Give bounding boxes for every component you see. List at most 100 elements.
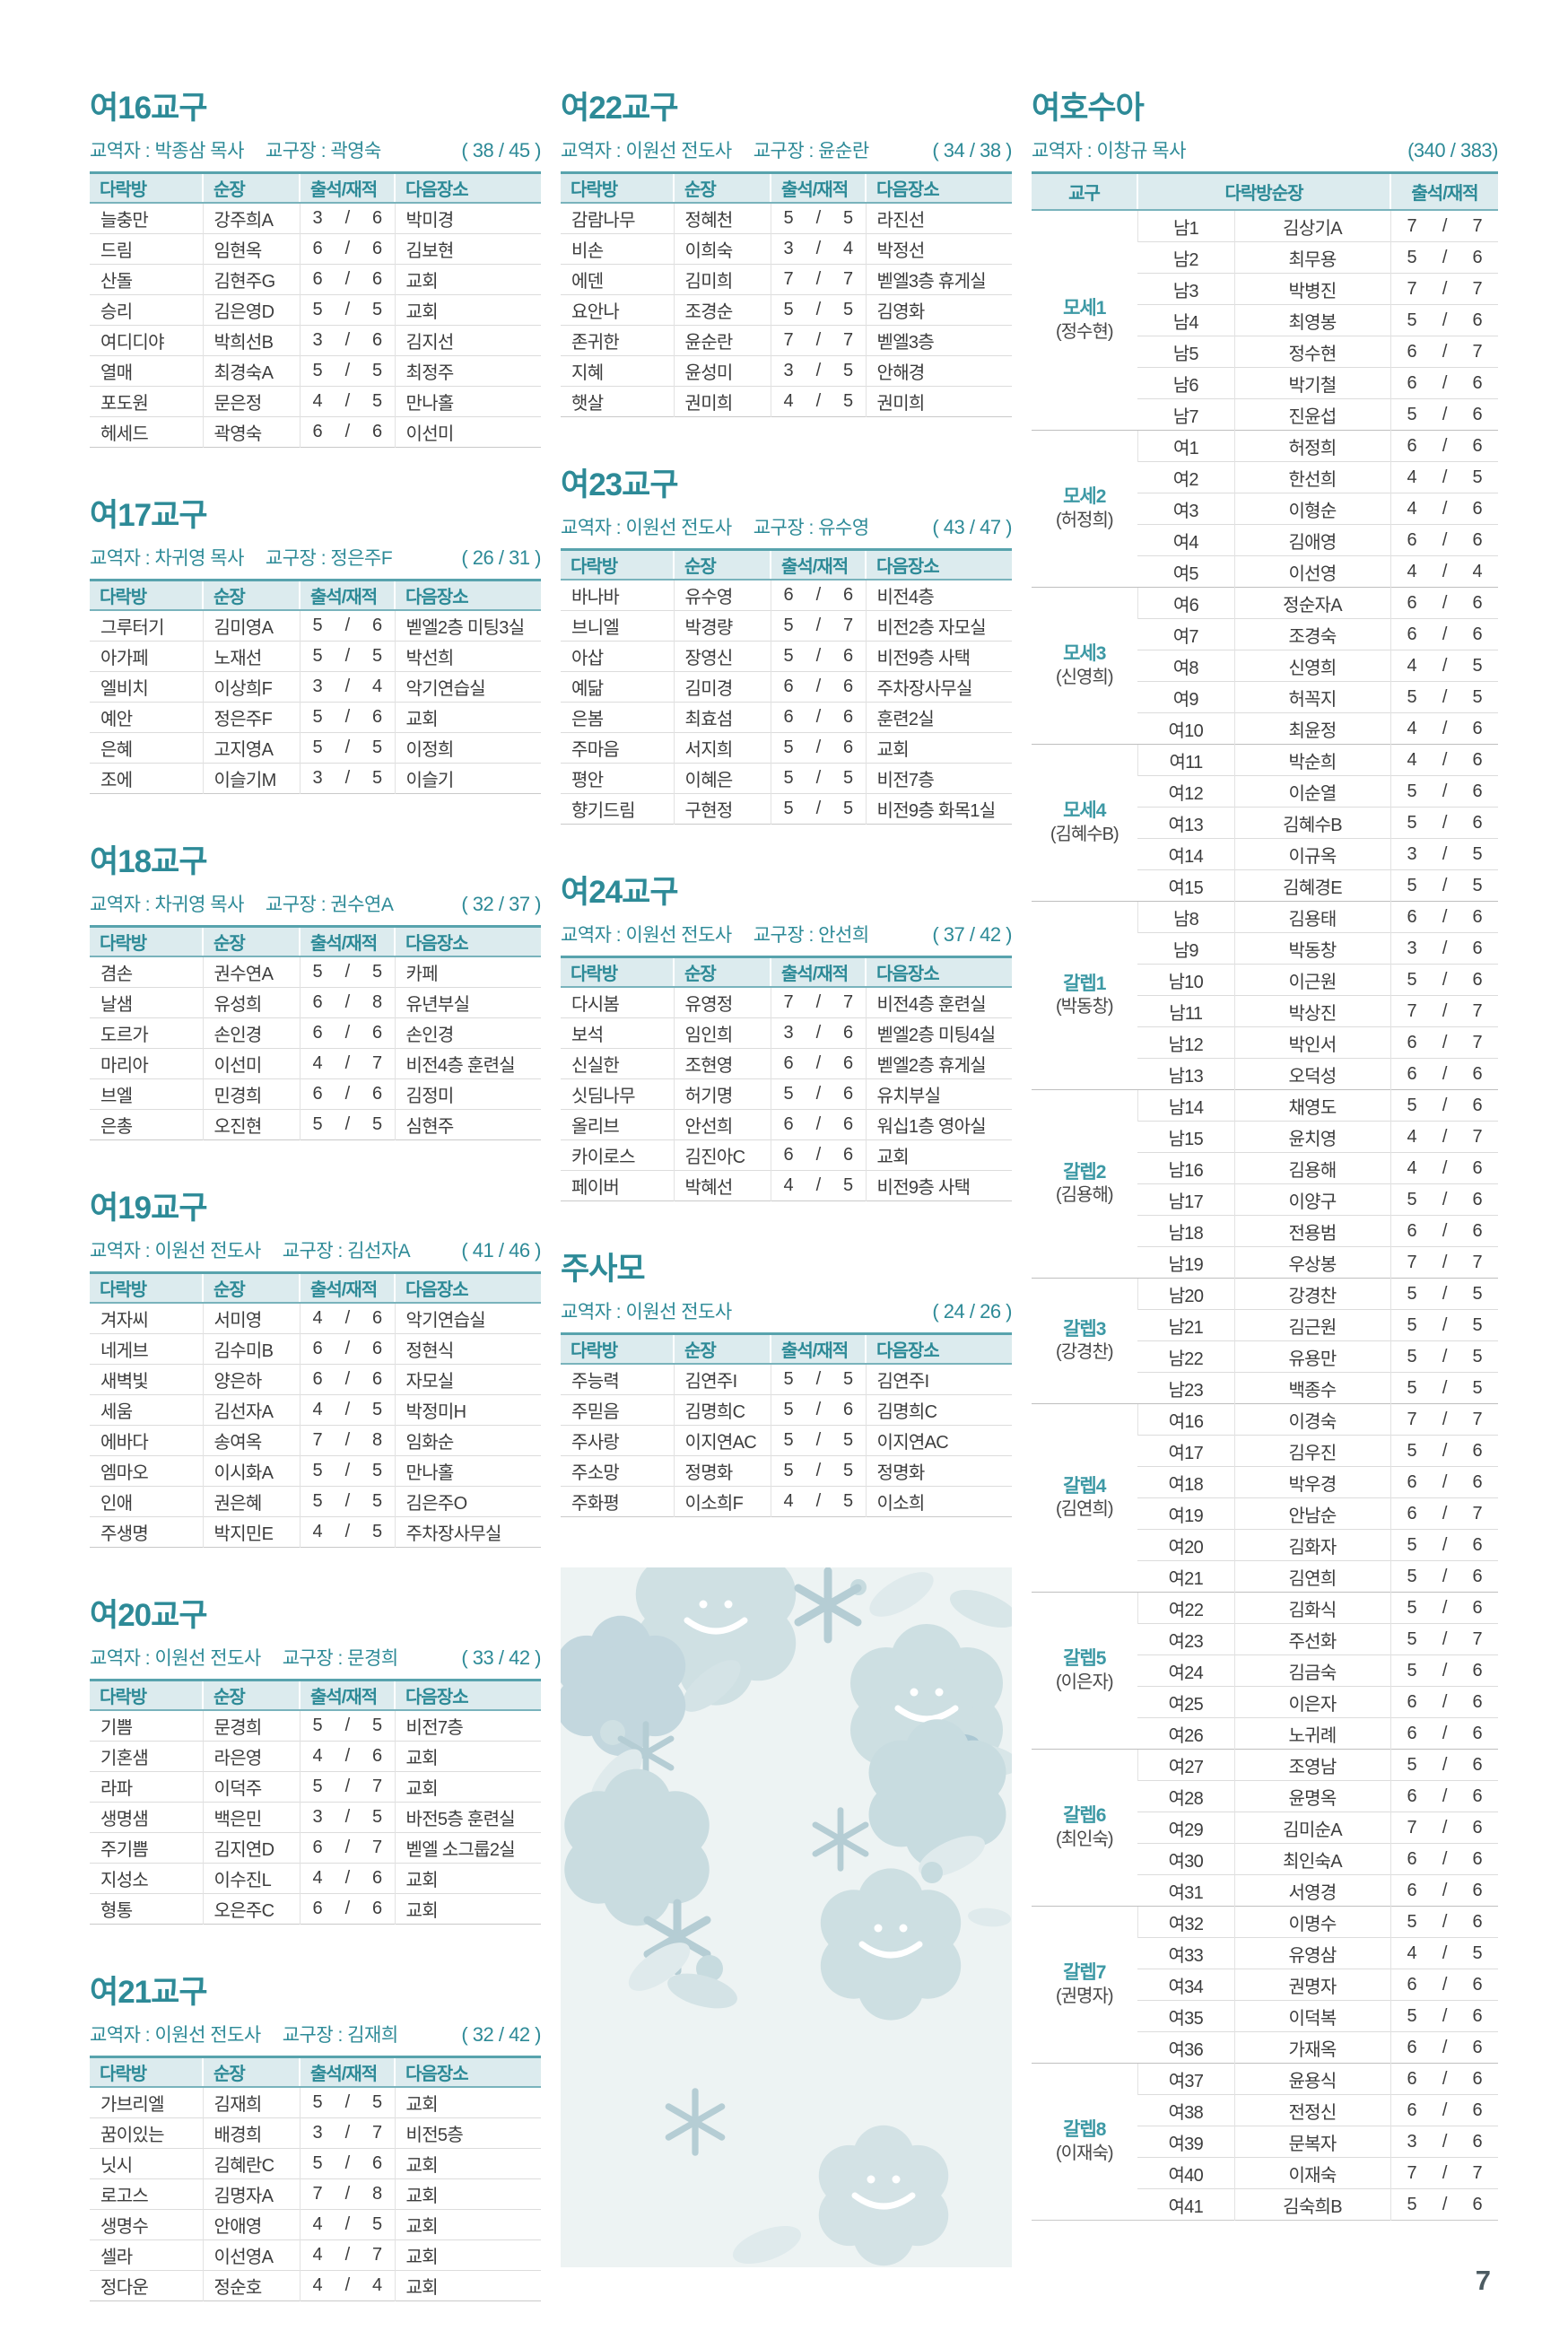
attendance-value: 6 / 7 <box>1391 342 1498 362</box>
attendance-enrolled: 6 <box>1472 1063 1483 1084</box>
attendance-value: 4 / 4 <box>301 2275 395 2296</box>
attendance-enrolled: 6 <box>843 1400 853 1419</box>
cell-room: 다시봄 <box>571 995 620 1015</box>
attendance-enrolled: 5 <box>372 2214 382 2234</box>
cell-leader: 유성희 <box>202 987 300 1018</box>
attendance-present: 6 <box>1407 1974 1417 1995</box>
attendance-enrolled: 6 <box>1472 1440 1483 1461</box>
cell-leader: 이덕주 <box>202 1771 300 1803</box>
cell-room: 지성소 <box>90 1863 203 1894</box>
cell-next-place: 정명화 <box>865 1455 1012 1487</box>
table-row: 브니엘 박경량 5 / 7 비전2층 자모실 <box>561 610 1012 642</box>
attendance-enrolled: 5 <box>372 1400 382 1419</box>
cell-leader: 김명자A <box>202 2178 300 2210</box>
cell-next-place: 벧엘 소그룹2실 <box>394 1832 541 1864</box>
group-head: (김연희) <box>1055 1499 1114 1520</box>
column-right: 여호수아 교역자 : 이창규 목사 (340 / 383) 교구 다락방순장 출… <box>1032 83 1498 2331</box>
attendance-enrolled: 5 <box>843 1461 853 1480</box>
cell-attendance: 5 / 5 <box>1389 1340 1498 1373</box>
attendance-value: 4 / 5 <box>1391 656 1498 677</box>
cell-attendance: 7 / 8 <box>299 1425 395 1456</box>
slash: / <box>344 2092 351 2112</box>
attendance-enrolled: 5 <box>372 2092 382 2112</box>
attendance-value: 5 / 6 <box>1391 310 1498 331</box>
cell-leader: 권미희 <box>673 386 771 417</box>
cell-room-number: 여7 <box>1137 618 1234 650</box>
cell-attendance: 5 / 5 <box>770 793 866 825</box>
column-header-next-place: 다음장소 <box>394 1680 541 1711</box>
cell-attendance: 6 / 6 <box>1389 2063 1498 2095</box>
attendance-enrolled: 5 <box>372 1522 382 1541</box>
attendance-enrolled: 6 <box>843 1114 853 1134</box>
table-row: 여39 문복자 3 / 6 <box>1032 2126 1498 2158</box>
slash: / <box>344 1716 351 1735</box>
cell-leader: 이양구 <box>1233 1183 1390 1216</box>
table-row: 바나바 유수영 6 / 6 비전4층 <box>561 580 1012 611</box>
header-row: 다락방 순장 출석/재적 다음장소 <box>90 926 541 957</box>
slash: / <box>1442 2194 1448 2214</box>
column-header-next-place: 다음장소 <box>394 926 541 957</box>
column-header-attendance: 출석/재적 <box>299 1680 395 1711</box>
cell-leader: 김혜수B <box>1233 807 1390 839</box>
cell-leader: 백종수 <box>1233 1372 1390 1404</box>
attendance-enrolled: 6 <box>372 615 382 635</box>
cell-leader: 임현옥 <box>202 233 300 265</box>
attendance-count: ( 33 / 42 ) <box>461 1646 541 1669</box>
cell-room: 그루터기 <box>100 618 165 638</box>
group-cell: 갈렙6 (최인숙) <box>1032 1749 1137 1907</box>
attendance-present: 7 <box>783 269 794 289</box>
cell-leader: 박병진 <box>1233 273 1390 305</box>
attendance-enrolled: 6 <box>1472 1974 1483 1995</box>
attendance-value: 5 / 5 <box>301 300 395 320</box>
slash: / <box>1442 1534 1448 1555</box>
cell-leader: 이지연AC <box>673 1425 771 1456</box>
attendance-enrolled: 6 <box>1472 498 1483 519</box>
slash: / <box>1442 529 1448 550</box>
attendance-enrolled: 7 <box>372 2245 382 2265</box>
attendance-present: 6 <box>783 585 794 605</box>
attendance-value: 4 / 6 <box>301 1308 395 1329</box>
attendance-value: 5 / 6 <box>1391 1096 1498 1116</box>
attendance-present: 3 <box>1407 938 1417 958</box>
table-row: 닛시 김혜란C 5 / 6 교회 <box>90 2148 541 2179</box>
attendance-value: 6 / 7 <box>301 1838 395 1858</box>
attendance-value: 3 / 5 <box>771 361 866 381</box>
table-row: 여17 김우진 5 / 6 <box>1032 1435 1498 1467</box>
district-section: 여22교구 교역자 : 이원선 전도사 교구장 : 윤순란 ( 34 / 38 )… <box>561 83 1012 417</box>
table-row: 헤세드 곽영숙 6 / 6 이선미 <box>90 416 541 448</box>
cell-leader: 채영도 <box>1233 1089 1390 1122</box>
cell-room-number: 여15 <box>1137 869 1234 902</box>
attendance-value: 4 / 5 <box>301 1400 395 1420</box>
cell-attendance: 5 / 6 <box>770 732 866 764</box>
attendance-value: 4 / 7 <box>301 2245 395 2266</box>
cell-attendance: 6 / 7 <box>1389 1497 1498 1530</box>
slash: / <box>1442 372 1448 393</box>
dot-icon <box>921 1862 943 1883</box>
attendance-value: 3 / 5 <box>301 1807 395 1828</box>
cell-next-place: 교회 <box>394 2087 541 2118</box>
attendance-present: 4 <box>1407 1126 1417 1147</box>
attendance-enrolled: 6 <box>1472 435 1483 456</box>
attendance-present: 7 <box>783 330 794 350</box>
cell-leader: 송여옥 <box>202 1425 300 1456</box>
attendance-present: 5 <box>783 1430 794 1450</box>
table-row: 여31 서영경 6 / 6 <box>1032 1874 1498 1907</box>
cell-room-number: 여24 <box>1137 1654 1234 1687</box>
cell-room: 햇살 <box>561 386 674 417</box>
attendance-present: 6 <box>1407 592 1417 613</box>
attendance-present: 6 <box>312 1899 323 1918</box>
attendance-present: 6 <box>1407 1785 1417 1806</box>
attendance-present: 5 <box>1407 1911 1417 1932</box>
cell-room: 엠마오 <box>90 1455 203 1487</box>
header-row: 다락방 순장 출석/재적 다음장소 <box>561 549 1012 581</box>
cell-attendance: 6 / 6 <box>1389 587 1498 619</box>
attendance-enrolled: 5 <box>372 768 382 788</box>
table-row: 로고스 김명자A 7 / 8 교회 <box>90 2178 541 2210</box>
cell-attendance: 6 / 6 <box>1389 1215 1498 1247</box>
cell-leader: 이명수 <box>1233 1906 1390 1938</box>
cell-next-place: 훈련2실 <box>865 702 1012 733</box>
cell-next-place: 비전7층 <box>865 763 1012 794</box>
cell-leader: 박우경 <box>1233 1466 1390 1498</box>
slash: / <box>344 707 351 727</box>
cell-leader: 이선영 <box>1233 555 1390 588</box>
